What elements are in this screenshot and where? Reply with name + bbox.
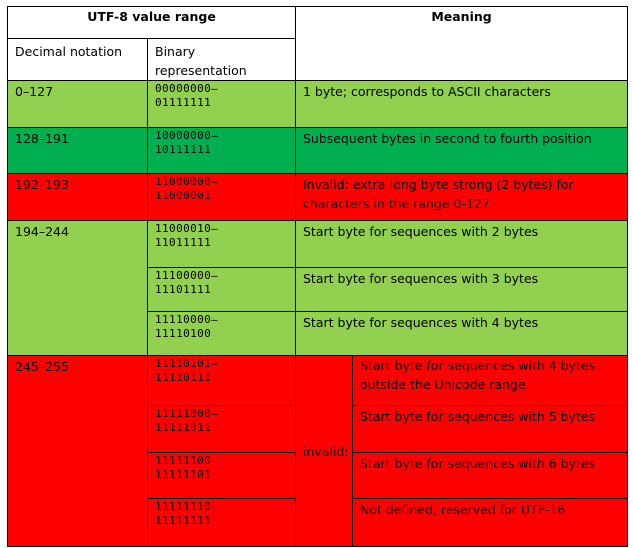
meaning-cell: Start byte for sequences with 4 bytes (294, 311, 629, 356)
meaning-cell: Start byte for sequences with 5 bytes (351, 405, 629, 453)
table-row: 245–255 11110101– 11110111 invalid: Star… (7, 355, 629, 547)
binary-cell: 11111000– 11111011 (147, 405, 296, 453)
meaning-cell: Invalid: extra-long byte strong (2 bytes… (294, 173, 629, 221)
meaning-cell: Start byte for sequences with 2 bytes (294, 220, 629, 268)
binary-to: 11011111 (155, 236, 212, 249)
table-row: 11111100– 11111101 Start byte for sequen… (8, 452, 629, 499)
table-row: 11100000– 11101111 Start byte for sequen… (8, 267, 629, 312)
binary-from: 11110000– (155, 313, 219, 326)
binary-to: 11111101 (155, 468, 212, 481)
binary-to: 11111011 (155, 421, 212, 434)
binary-from: 11100000– (155, 269, 219, 282)
invalid-label: invalid: (295, 355, 353, 547)
binary-cell: 11100000– 11101111 (147, 267, 296, 312)
binary-to: 10111111 (155, 143, 212, 156)
decimal-column-header: Decimal notation (7, 38, 148, 81)
meaning-cell: Start byte for sequences with 6 bytes (351, 452, 629, 499)
binary-to: 11000001 (155, 189, 212, 202)
binary-from: 11111100– (155, 454, 219, 467)
binary-from: 10000000– (155, 129, 219, 142)
meaning-header: Meaning (294, 6, 629, 81)
table-row: 192–193 11000000– 11000001 Invalid: extr… (7, 173, 629, 221)
table-row: 11111000– 11111011 Start byte for sequen… (8, 405, 629, 453)
decimal-cell: 0–127 (7, 80, 148, 128)
binary-to: 11101111 (155, 283, 212, 296)
binary-cell: 11000000– 11000001 (147, 173, 296, 221)
binary-from: 11000000– (155, 175, 219, 188)
table-row: 194–244 11000010– 11011111 Start byte fo… (7, 220, 629, 356)
utf8-range-table: UTF-8 value range Meaning Decimal notati… (7, 6, 629, 547)
decimal-cell: 245–255 (7, 355, 148, 547)
table-row: 11111110– 11111111 Not defined, reserved… (8, 498, 629, 547)
table-row: 128–191 10000000– 10111111 Subsequent by… (7, 127, 629, 174)
binary-from: 00000000– (155, 82, 219, 95)
binary-from: 11110101– (155, 357, 219, 370)
meaning-cell: 1 byte; corresponds to ASCII characters (294, 80, 629, 128)
meaning-cell: Start byte for sequences with 3 bytes (294, 267, 629, 312)
binary-cell: 10000000– 10111111 (147, 127, 296, 174)
binary-to: 01111111 (155, 96, 212, 109)
meaning-cell: Not defined, reserved for UTF-16 (351, 498, 629, 547)
binary-to: 11111111 (155, 514, 212, 527)
meaning-cell: Start byte for sequences with 4 bytes ou… (351, 355, 629, 406)
binary-from: 11111000– (155, 407, 219, 420)
decimal-cell: 192–193 (7, 173, 148, 221)
meaning-cell: Subsequent bytes in second to fourth pos… (294, 127, 629, 174)
binary-cell: 11110000– 11110100 (147, 311, 296, 356)
table-row: 0–127 00000000– 01111111 1 byte; corresp… (7, 80, 629, 128)
binary-to: 11110100 (155, 327, 212, 340)
decimal-cell: 194–244 (7, 220, 148, 356)
decimal-cell: 128–191 (7, 127, 148, 174)
binary-cell: 11111100– 11111101 (147, 452, 296, 499)
binary-from: 11000010– (155, 222, 219, 235)
binary-column-header: Binary representation (147, 38, 296, 81)
binary-cell: 11111110– 11111111 (147, 498, 296, 547)
binary-to: 11110111 (155, 371, 212, 384)
table-row: 11110000– 11110100 Start byte for sequen… (8, 311, 629, 356)
binary-cell: 11110101– 11110111 (147, 355, 296, 406)
binary-cell: 00000000– 01111111 (147, 80, 296, 128)
range-header: UTF-8 value range (7, 6, 296, 39)
binary-from: 11111110– (155, 500, 219, 513)
binary-cell: 11000010– 11011111 (147, 220, 296, 268)
